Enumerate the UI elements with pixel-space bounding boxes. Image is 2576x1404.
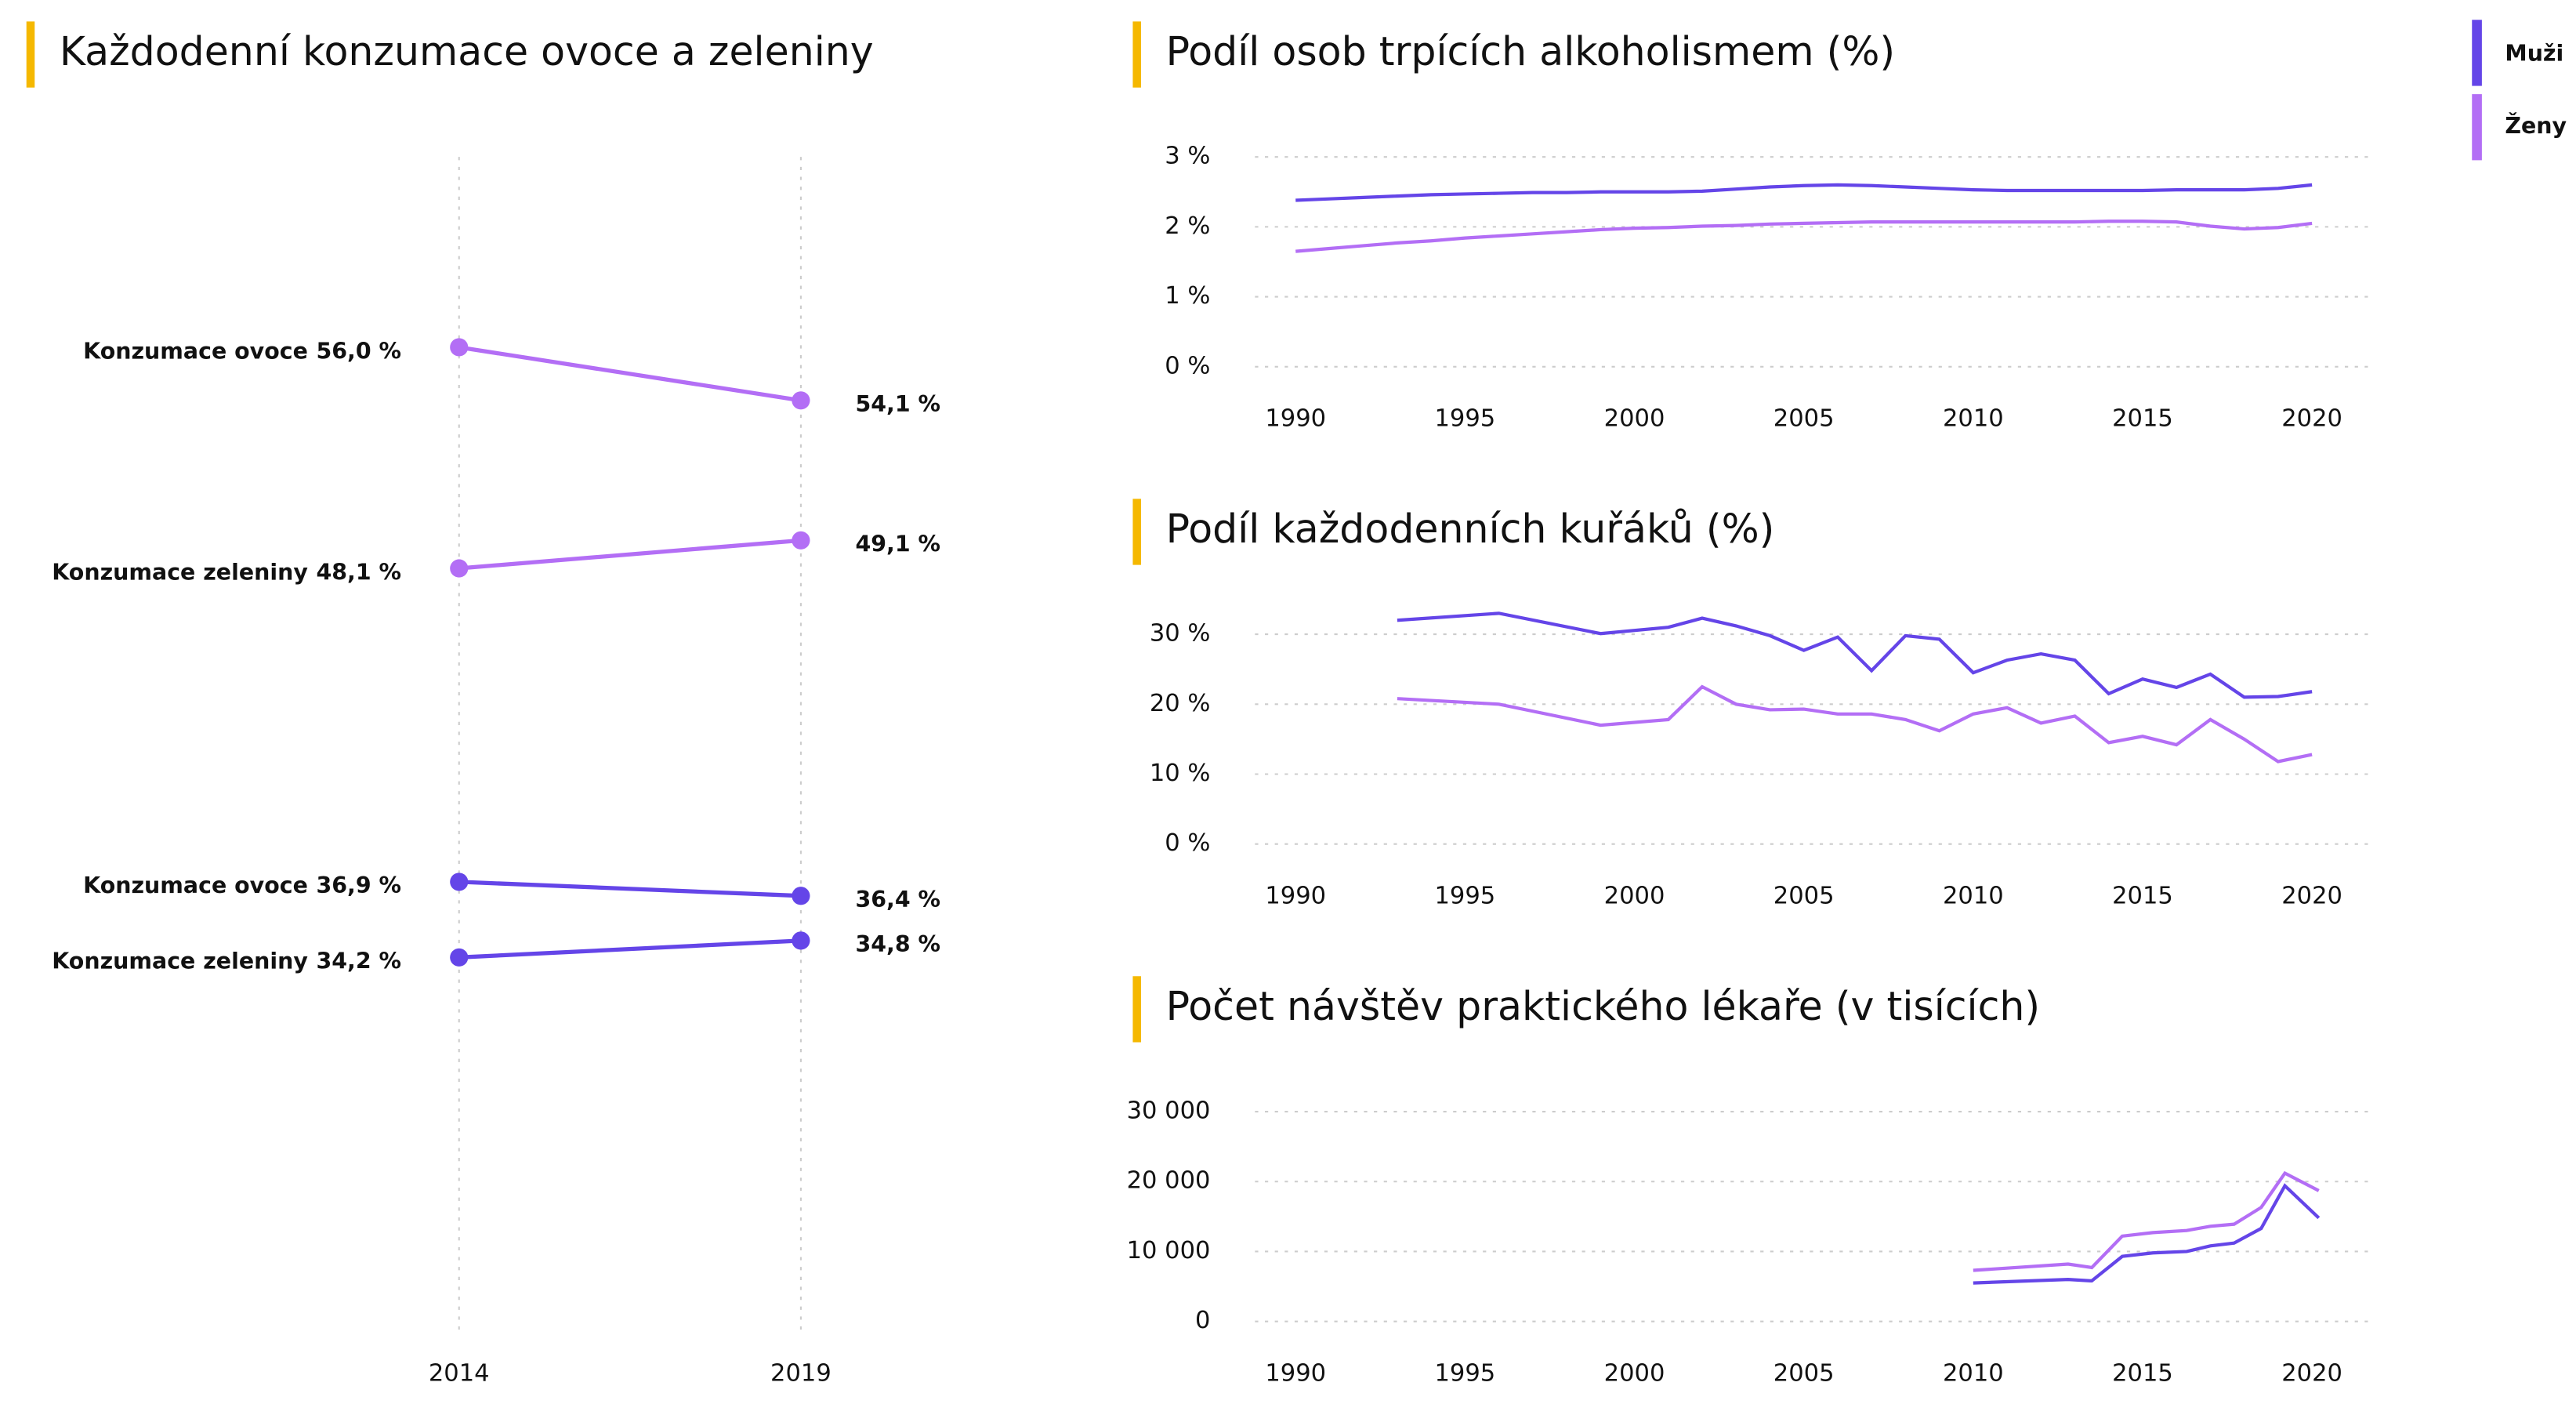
x-tick-label: 2019 — [770, 1360, 831, 1388]
series-name: Konzumace ovoce — [83, 873, 308, 898]
point — [792, 887, 810, 905]
point — [792, 931, 810, 950]
title-accent — [1132, 21, 1141, 88]
value-label: 36,4 % — [855, 887, 940, 912]
y-tick-label: 30 % — [1150, 620, 1211, 648]
line — [1295, 219, 2313, 253]
title-accent — [1132, 499, 1141, 565]
slope-line — [458, 345, 802, 403]
y-tick-label: 0 % — [1165, 829, 1210, 857]
x-tick-label: 2005 — [1773, 405, 1835, 433]
x-tick-label: 2014 — [429, 1360, 490, 1388]
point — [792, 531, 810, 550]
line — [1973, 1183, 2321, 1285]
y-tick-label: 30 000 — [1127, 1097, 1211, 1125]
x-tick-label: 2010 — [1943, 1360, 2004, 1388]
value-label: 34,2 % — [316, 949, 401, 974]
slope-line — [458, 538, 802, 571]
series-label: Konzumace zeleniny 34,2 % — [52, 949, 401, 974]
x-tick-label: 2005 — [1773, 1360, 1835, 1388]
line — [1295, 183, 2313, 202]
value-label: 48,1 % — [316, 559, 401, 585]
series-label: Konzumace ovoce 36,9 % — [83, 873, 401, 898]
y-tick-label: 2 % — [1165, 212, 1210, 240]
x-tick-label: 2000 — [1604, 1360, 1665, 1388]
chart-title: Podíl osob trpících alkoholismem (%) — [1166, 28, 1896, 74]
title-accent — [1132, 976, 1141, 1043]
x-tick-label: 2015 — [2112, 405, 2173, 433]
slope-line — [458, 880, 802, 898]
point — [450, 559, 469, 578]
x-tick-label: 1990 — [1265, 405, 1326, 433]
x-tick-label: 1995 — [1435, 405, 1496, 433]
legend-label: Ženy — [2505, 112, 2567, 139]
x-tick-label: 2015 — [2112, 1360, 2173, 1388]
x-tick-label: 2020 — [2281, 405, 2342, 433]
chart-title: Každodenní konzumace ovoce a zeleniny — [60, 28, 874, 74]
x-tick-label: 2020 — [2281, 1360, 2342, 1388]
value-label: 36,9 % — [316, 873, 401, 898]
chart-title: Počet návštěv praktického lékaře (v tisí… — [1166, 983, 2041, 1029]
series-name: Konzumace zeleniny — [52, 559, 308, 585]
y-tick-label: 10 000 — [1127, 1237, 1211, 1264]
y-tick-label: 20 % — [1150, 690, 1211, 717]
point — [450, 338, 469, 357]
legend-swatch — [2472, 20, 2482, 86]
value-label: 49,1 % — [855, 531, 940, 557]
legend-swatch — [2472, 94, 2482, 161]
series-label: Konzumace zeleniny 48,1 % — [52, 559, 401, 585]
x-tick-label: 1990 — [1265, 883, 1326, 910]
series-name: Konzumace ovoce — [83, 338, 308, 364]
point — [792, 391, 810, 410]
value-label: 54,1 % — [855, 391, 940, 417]
point — [450, 948, 469, 967]
x-tick-label: 2015 — [2112, 883, 2173, 910]
value-label: 34,8 % — [855, 931, 940, 957]
slope-line — [458, 938, 802, 960]
series-name: Konzumace zeleniny — [52, 949, 308, 974]
y-tick-label: 10 % — [1150, 760, 1211, 787]
y-tick-label: 20 000 — [1127, 1167, 1211, 1195]
x-tick-label: 1995 — [1435, 883, 1496, 910]
x-tick-label: 2020 — [2281, 883, 2342, 910]
chart-title: Podíl každodenních kuřáků (%) — [1166, 506, 1775, 552]
point — [450, 873, 469, 891]
line — [1973, 1170, 2320, 1272]
y-tick-label: 0 % — [1165, 352, 1210, 379]
line — [1397, 611, 2313, 699]
x-tick-label: 2010 — [1943, 883, 2004, 910]
x-tick-label: 1990 — [1265, 1360, 1326, 1388]
value-label: 56,0 % — [316, 338, 401, 364]
line — [1397, 684, 2313, 764]
series-label: Konzumace ovoce 56,0 % — [83, 338, 401, 364]
y-tick-label: 3 % — [1165, 143, 1210, 170]
x-tick-label: 2000 — [1604, 883, 1665, 910]
x-tick-label: 2010 — [1943, 405, 2004, 433]
title-accent — [26, 21, 35, 88]
x-tick-label: 2000 — [1604, 405, 1665, 433]
y-tick-label: 0 — [1195, 1307, 1210, 1334]
y-tick-label: 1 % — [1165, 282, 1210, 310]
x-tick-label: 1995 — [1435, 1360, 1496, 1388]
legend-label: Muži — [2505, 41, 2563, 67]
x-tick-label: 2005 — [1773, 883, 1835, 910]
